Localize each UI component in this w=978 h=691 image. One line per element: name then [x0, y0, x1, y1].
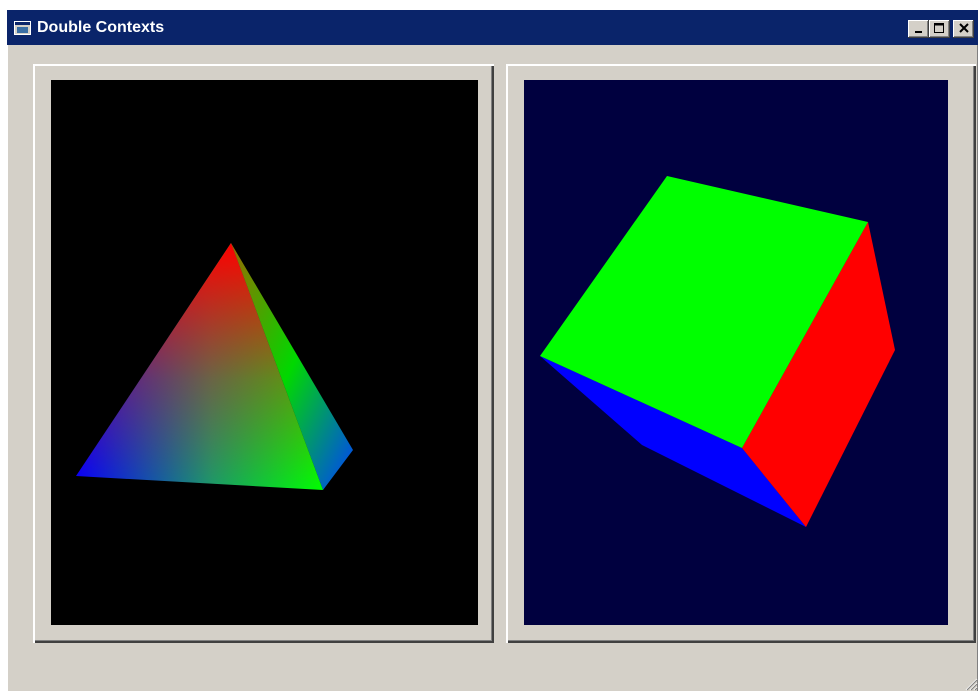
- window-title: Double Contexts: [37, 19, 165, 36]
- left-context-frame: [33, 64, 494, 643]
- close-icon: [958, 23, 969, 33]
- right-gl-viewport[interactable]: [524, 80, 948, 625]
- tetrahedron-front-face-shade: [76, 243, 323, 490]
- cube-render: [540, 176, 895, 527]
- maximize-button[interactable]: [929, 20, 950, 38]
- tetrahedron-render: [76, 243, 353, 490]
- app-window: Double Contexts: [7, 10, 978, 691]
- minimize-icon: [914, 31, 922, 33]
- close-button[interactable]: [953, 20, 974, 38]
- title-bar[interactable]: Double Contexts: [7, 10, 978, 45]
- left-gl-viewport[interactable]: [51, 80, 478, 625]
- cube-green-face: [540, 176, 868, 448]
- right-context-frame: [506, 64, 976, 643]
- maximize-icon: [934, 23, 944, 33]
- tetrahedron-side-face: [231, 243, 353, 490]
- app-icon: [14, 21, 31, 35]
- cube-red-face: [742, 222, 895, 527]
- resize-grip-icon[interactable]: [962, 675, 978, 691]
- minimize-button[interactable]: [908, 20, 929, 38]
- cube-blue-face: [540, 356, 806, 527]
